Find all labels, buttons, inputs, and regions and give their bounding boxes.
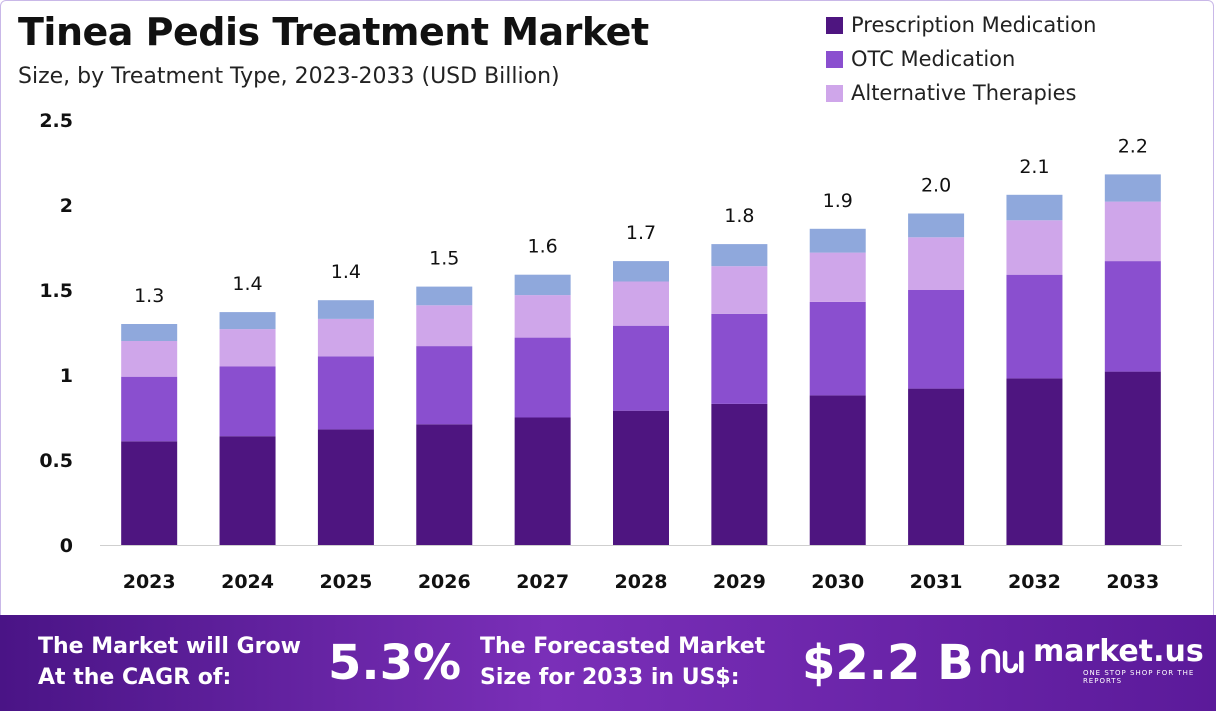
bar-total-label: 1.3 [134, 285, 164, 307]
x-tick-label: 2029 [713, 571, 766, 593]
bar-segment [317, 318, 374, 357]
y-tick-label: 1 [60, 365, 73, 387]
bar-segment [416, 424, 473, 545]
bar-total-label: 2.2 [1118, 135, 1148, 157]
x-tick-label: 2032 [1008, 571, 1061, 593]
y-tick-label: 2.5 [39, 110, 73, 132]
y-tick-label: 0 [60, 535, 73, 557]
bar-segment [121, 324, 178, 341]
x-tick-label: 2024 [221, 571, 274, 593]
legend-item-prescription: Prescription Medication [826, 8, 1096, 42]
forecast-label: The Forecasted Market Size for 2033 in U… [480, 631, 765, 693]
bar-total-label: 1.5 [429, 248, 459, 270]
logo-name: market.us [1032, 634, 1204, 669]
bar-segment [613, 281, 669, 326]
bar-segment [908, 213, 965, 238]
bar-segment [219, 366, 276, 437]
bar-total-label: 1.9 [823, 190, 853, 212]
chart-subtitle: Size, by Treatment Type, 2023-2033 (USD … [18, 64, 560, 89]
bar-segment [908, 237, 965, 290]
x-tick-label: 2023 [123, 571, 176, 593]
bar-segment [809, 228, 866, 253]
x-tick-label: 2030 [811, 571, 864, 593]
bar-segment [711, 313, 768, 404]
chart-title: Tinea Pedis Treatment Market [18, 10, 649, 54]
bar-total-label: 2.1 [1019, 156, 1049, 178]
cagr-label-line-1: The Market will Grow [38, 634, 301, 659]
bar-segment [1104, 201, 1161, 262]
bar-segment [317, 356, 374, 430]
bar-segment [613, 261, 669, 282]
bar-segment [121, 441, 178, 545]
legend-label-alternative: Alternative Therapies [851, 81, 1077, 105]
bar-segment [219, 436, 276, 545]
legend-swatch-otc [826, 50, 843, 68]
bar-total-label: 1.7 [626, 222, 656, 244]
bar-segment [1104, 261, 1161, 372]
legend-swatch-alternative [826, 84, 843, 102]
cagr-value: 5.3% [328, 635, 462, 691]
bar-segment [416, 286, 473, 306]
bar-segment [908, 290, 965, 389]
market-us-logo-icon [981, 648, 1024, 674]
bar-total-label: 1.4 [232, 273, 262, 295]
bar-total-label: 2.0 [921, 175, 951, 197]
bar-segment [317, 429, 374, 545]
bar-segment [1006, 274, 1063, 379]
x-tick-label: 2031 [910, 571, 963, 593]
bar-segment [121, 341, 178, 377]
bar-segment [711, 244, 768, 267]
legend-swatch-prescription [826, 16, 843, 34]
bar-segment [809, 395, 866, 545]
legend-label-otc: OTC Medication [851, 47, 1016, 71]
bar-total-label: 1.6 [528, 236, 558, 258]
forecast-label-line-2: Size for 2033 in US$: [480, 665, 740, 690]
bar-segment [514, 417, 571, 545]
bar-segment [219, 312, 276, 330]
bar-total-label: 1.4 [331, 261, 361, 283]
y-tick-label: 0.5 [39, 450, 73, 472]
bar-segment [1006, 220, 1063, 275]
logo-tagline: ONE STOP SHOP FOR THE REPORTS [1082, 669, 1195, 685]
bar-segment [219, 329, 276, 367]
forecast-label-line-1: The Forecasted Market [480, 634, 766, 659]
bar-segment [416, 346, 473, 425]
bar-segment [613, 410, 669, 545]
x-tick-label: 2033 [1106, 571, 1159, 593]
x-tick-label: 2026 [418, 571, 471, 593]
bar-segment [1104, 174, 1161, 202]
bar-segment [1104, 371, 1161, 545]
stacked-bar-chart: 0 0.5 1 1.5 2 2.5 1.3 2023 1.4 2024 1.4 2025 1.5 2026… [39, 110, 1182, 593]
bar-segment [1006, 194, 1063, 221]
legend-item-alternative: Alternative Therapies [826, 76, 1096, 110]
market-us-logo: market.us ONE STOP SHOP FOR THE REPORTS [978, 637, 1216, 685]
y-tick-label: 1.5 [39, 280, 73, 302]
bar-segment [809, 301, 866, 396]
y-tick-label: 2 [60, 195, 73, 217]
x-tick-label: 2027 [516, 571, 569, 593]
forecast-value: $2.2 B [802, 635, 974, 691]
legend-label-prescription: Prescription Medication [851, 13, 1097, 37]
bar-segment [514, 295, 571, 338]
bar-segment [317, 300, 374, 319]
cagr-label: The Market will Grow At the CAGR of: [38, 631, 301, 693]
bar-segment [908, 388, 965, 545]
bar-segment [613, 325, 669, 411]
legend: Prescription Medication OTC Medication A… [826, 8, 1096, 110]
bar-segment [711, 403, 768, 545]
bar-segment [1006, 378, 1063, 545]
cagr-label-line-2: At the CAGR of: [38, 665, 232, 690]
bar-segment [121, 376, 178, 442]
footer-banner: The Market will Grow At the CAGR of: 5.3… [0, 615, 1216, 711]
bar-segment [514, 274, 571, 296]
legend-item-otc: OTC Medication [826, 42, 1096, 76]
bar-segment [514, 337, 571, 418]
bar-segment [416, 305, 473, 347]
x-tick-label: 2028 [615, 571, 668, 593]
x-tick-label: 2025 [319, 571, 372, 593]
bar-segment [711, 266, 768, 314]
bar-segment [809, 252, 866, 302]
bar-total-label: 1.8 [724, 205, 754, 227]
